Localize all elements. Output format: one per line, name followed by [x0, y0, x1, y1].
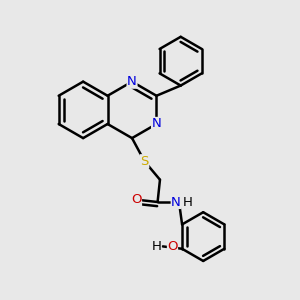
Text: H: H: [152, 240, 161, 253]
Text: O: O: [131, 193, 141, 206]
Text: N: N: [171, 196, 181, 208]
Text: H: H: [182, 196, 192, 208]
Text: N: N: [152, 118, 161, 130]
Text: O: O: [167, 240, 178, 253]
Text: N: N: [127, 75, 137, 88]
Text: S: S: [140, 155, 149, 168]
